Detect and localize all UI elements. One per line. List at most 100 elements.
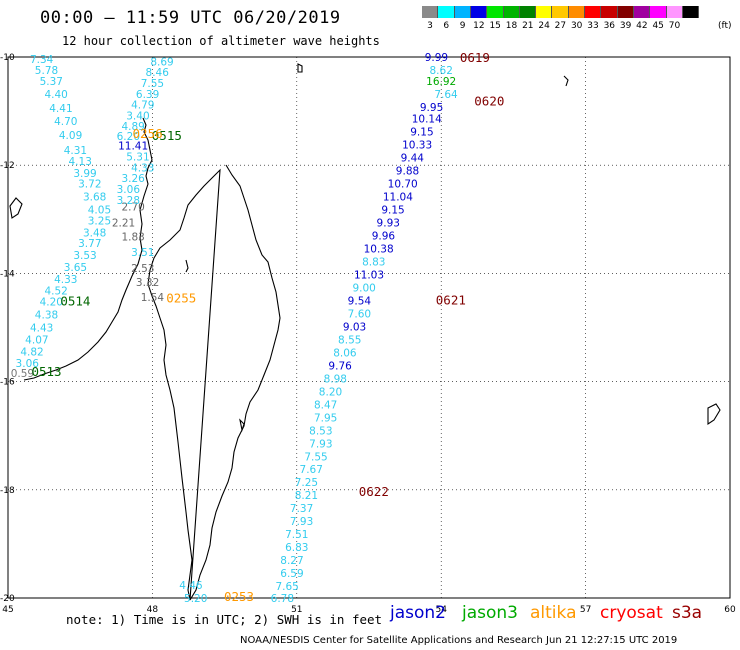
scale-label: 30 bbox=[570, 21, 583, 31]
scale-label: 9 bbox=[459, 21, 466, 31]
pass-time-label: 0621 bbox=[436, 292, 466, 307]
wave-height-value: 9.00 bbox=[352, 282, 375, 294]
wave-height-value: 4.07 bbox=[25, 334, 48, 346]
wave-height-value: 8.98 bbox=[324, 373, 347, 385]
wave-height-value: 4.82 bbox=[20, 346, 43, 358]
wave-height-value: 4.09 bbox=[59, 130, 82, 142]
lat-lon-grid: 45 48 51 54 57 60 -10 -12 -14 -16 -18 -20 bbox=[0, 53, 736, 615]
scale-label: 42 bbox=[636, 21, 648, 31]
wave-height-value: 7.65 bbox=[275, 581, 298, 593]
wave-height-value: 9.44 bbox=[401, 153, 425, 165]
scale-label: 36 bbox=[603, 21, 616, 31]
wave-height-value: 3.06 bbox=[16, 358, 40, 370]
lat-tick-label: -14 bbox=[0, 269, 15, 279]
pass-time-label: 0256 bbox=[133, 126, 163, 141]
wave-height-value: 5.31 bbox=[126, 152, 149, 164]
wave-height-value: 3.77 bbox=[78, 238, 101, 250]
comoros-coastline bbox=[23, 117, 153, 381]
scale-swatch bbox=[454, 6, 471, 18]
scale-unit: (ft) bbox=[718, 21, 732, 31]
wave-height-value: 3.65 bbox=[64, 262, 87, 274]
scale-label: 21 bbox=[522, 21, 534, 31]
scale-swatch bbox=[666, 6, 683, 18]
wave-height-value: 4.41 bbox=[49, 103, 72, 115]
lat-tick-label: -20 bbox=[0, 594, 15, 604]
wave-height-value: 9.88 bbox=[396, 166, 419, 178]
wave-height-value: 7.25 bbox=[295, 477, 318, 489]
wave-height-value: 7.55 bbox=[304, 451, 327, 463]
lat-tick-label: -12 bbox=[0, 161, 15, 171]
scale-swatch bbox=[422, 6, 439, 18]
wave-height-value: 4.40 bbox=[44, 89, 67, 101]
wave-height-value: 7.67 bbox=[300, 464, 323, 476]
scale-label: 18 bbox=[505, 21, 518, 31]
wave-height-value: 8.62 bbox=[430, 65, 453, 77]
wave-height-value: 7.34 bbox=[30, 54, 54, 66]
wave-height-value: 7.64 bbox=[434, 89, 458, 101]
wave-height-value: 8.69 bbox=[150, 56, 173, 68]
wave-height-value: 8.47 bbox=[314, 399, 337, 411]
wave-height-value: 1.83 bbox=[121, 232, 144, 244]
lon-tick-label: 51 bbox=[291, 605, 302, 615]
scale-swatch bbox=[503, 6, 520, 18]
lon-tick-label: 54 bbox=[435, 605, 447, 615]
scale-swatch bbox=[568, 6, 586, 18]
wave-height-value: 11.41 bbox=[118, 141, 148, 153]
wave-height-value: 7.95 bbox=[314, 412, 337, 424]
wave-height-value: 4.33 bbox=[131, 162, 154, 174]
lon-tick-label: 60 bbox=[724, 605, 736, 615]
scale-swatch bbox=[682, 6, 700, 18]
wave-height-value: 2.53 bbox=[131, 263, 154, 275]
wave-height-value: 6.59 bbox=[280, 568, 303, 580]
wave-height-value: 7.60 bbox=[348, 308, 371, 320]
scale-swatch bbox=[438, 6, 455, 18]
scale-swatch bbox=[470, 6, 488, 18]
wave-height-value: 9.96 bbox=[372, 231, 396, 243]
wave-height-value: 3.48 bbox=[83, 227, 106, 239]
wave-height-value: 3.51 bbox=[131, 247, 154, 259]
wave-height-value: 11.04 bbox=[383, 192, 413, 204]
scale-swatch bbox=[617, 6, 634, 18]
pass-time-label: 0514 bbox=[60, 294, 90, 309]
wave-height-value: 4.13 bbox=[69, 156, 92, 168]
scale-label: 27 bbox=[554, 21, 567, 31]
scale-swatch bbox=[633, 6, 651, 18]
wave-height-value: 9.93 bbox=[377, 218, 400, 230]
footnote: note: 1) Time is in UTC; 2) SWH is in fe… bbox=[66, 612, 383, 627]
wave-height-value: 3.06 bbox=[117, 184, 141, 196]
scale-label: 39 bbox=[619, 21, 632, 31]
wave-height-value: 3.40 bbox=[126, 110, 149, 122]
map-subtitle: 12 hour collection of altimeter wave hei… bbox=[62, 34, 380, 48]
wave-height-value: 10.70 bbox=[388, 179, 418, 191]
scale-label: 24 bbox=[538, 21, 550, 31]
lat-tick-label: -10 bbox=[0, 53, 15, 63]
scale-label: 45 bbox=[652, 21, 664, 31]
lon-tick-label: 48 bbox=[147, 605, 159, 615]
wave-height-value: 7.37 bbox=[290, 503, 313, 515]
wave-height-value: 4.31 bbox=[64, 145, 87, 157]
wave-height-value: 2.70 bbox=[121, 201, 144, 213]
wave-height-value: 4.89 bbox=[121, 121, 144, 133]
pass-time-label: 0622 bbox=[359, 484, 389, 499]
wave-height-value: 2.21 bbox=[112, 218, 135, 230]
wave-height-value: 3.25 bbox=[88, 215, 111, 227]
wave-height-value: 9.15 bbox=[381, 205, 404, 217]
wave-height-value: 4.46 bbox=[179, 580, 203, 592]
legend-s3a: s3a bbox=[672, 603, 703, 623]
wave-height-value: 9.03 bbox=[343, 321, 366, 333]
coastline bbox=[9, 63, 721, 601]
scale-label: 33 bbox=[587, 21, 599, 31]
wave-height-value: 3.72 bbox=[78, 179, 101, 191]
wave-height-value: 11.03 bbox=[354, 269, 384, 281]
scale-swatch bbox=[585, 6, 602, 18]
scale-label: 3 bbox=[427, 21, 433, 31]
wave-height-value: 10.33 bbox=[402, 140, 432, 152]
wave-height-value: 3.26 bbox=[121, 173, 145, 185]
scale-label: 6 bbox=[443, 21, 450, 31]
wave-height-value: 4.38 bbox=[35, 310, 58, 322]
wave-height-value: 3.28 bbox=[117, 195, 140, 207]
wave-height-value: 0.59 bbox=[11, 368, 34, 380]
wave-height-value: 7.55 bbox=[141, 78, 164, 90]
wave-height-value: 9.54 bbox=[348, 295, 372, 307]
